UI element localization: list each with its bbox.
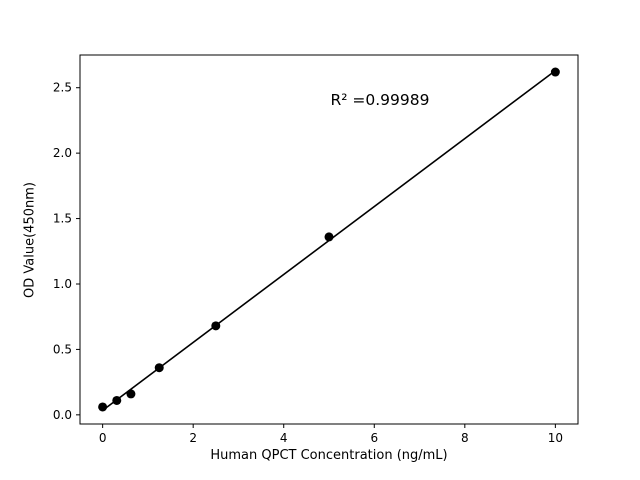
y-tick-label: 2.5 [53, 81, 72, 95]
y-tick-label: 1.0 [53, 277, 72, 291]
data-point [550, 67, 560, 77]
x-tick-label: 8 [461, 431, 469, 445]
data-point [154, 363, 164, 373]
x-tick-label: 4 [280, 431, 288, 445]
y-tick-label: 0.5 [53, 342, 72, 356]
data-point [324, 232, 334, 242]
x-axis-label: Human QPCT Concentration (ng/mL) [210, 448, 448, 463]
x-tick-label: 6 [370, 431, 378, 445]
x-tick-label: 2 [189, 431, 197, 445]
y-tick-label: 1.5 [53, 212, 72, 226]
plot-frame [79, 54, 579, 425]
data-point [112, 395, 122, 405]
y-tick-label: 2.0 [53, 146, 72, 160]
y-tick-label: 0.0 [53, 408, 72, 422]
x-tick-label: 0 [99, 431, 107, 445]
data-point [98, 402, 108, 412]
x-tick-label: 10 [548, 431, 563, 445]
data-point [211, 321, 221, 331]
r-squared-annotation: R² =0.99989 [330, 91, 430, 109]
data-point [126, 389, 136, 399]
y-axis-label: OD Value(450nm) [22, 182, 38, 298]
